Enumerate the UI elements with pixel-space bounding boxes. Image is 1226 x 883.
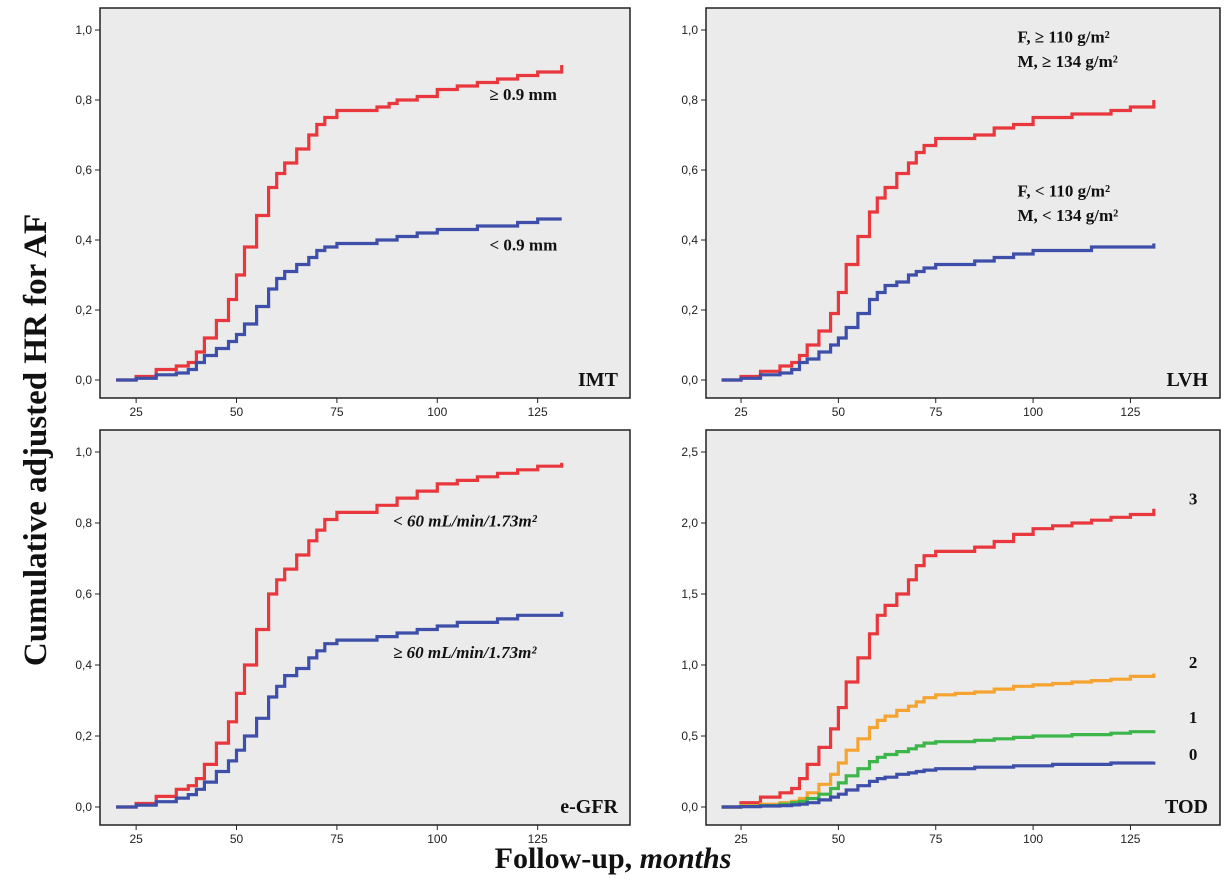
- series-line-red: [721, 508, 1156, 809]
- plot-area: [705, 429, 1221, 826]
- y-tick-label: 2,0: [681, 516, 698, 530]
- global-y-axis-label: Cumulative adjusted HR for AF: [18, 214, 54, 666]
- y-tick-label: 1,0: [681, 658, 698, 672]
- series-line-red: [721, 100, 1156, 382]
- chart-panel-imt: 0,0 0,2 0,4 0,6 0,8 1,0 25 50 75 100 125 ≥ 0.9 mm < …: [75, 7, 631, 419]
- y-tick-label: 2,5: [681, 445, 698, 459]
- x-tick-label: 50: [230, 832, 244, 846]
- series-annotation: M, ≥ 134 g/m²: [1018, 52, 1118, 71]
- x-tick-label: 75: [330, 405, 344, 419]
- panel-label: TOD: [1165, 796, 1208, 818]
- y-tick-label: 0,0: [75, 800, 92, 814]
- panel-label: LVH: [1166, 369, 1208, 391]
- x-tick-label: 25: [734, 405, 748, 419]
- x-tick-label: 125: [1120, 832, 1140, 846]
- series-annotation: 2: [1189, 653, 1198, 672]
- y-tick-label: 0,4: [75, 658, 92, 672]
- series-annotation: < 60 mL/min/1.73m²: [393, 512, 538, 531]
- series-annotation: 1: [1189, 708, 1198, 727]
- y-tick-label: 0,4: [681, 233, 698, 247]
- y-tick-label: 1,0: [681, 23, 698, 37]
- series-line-red: [116, 462, 564, 809]
- x-tick-label: 50: [832, 405, 846, 419]
- y-tick-label: 0,6: [75, 163, 92, 177]
- panel-label: IMT: [578, 369, 619, 391]
- x-tick-label: 25: [129, 405, 143, 419]
- series-line-blue: [116, 217, 562, 382]
- y-tick-label: 0,8: [75, 93, 92, 107]
- y-tick-label: 0,2: [681, 303, 698, 317]
- plot-area: [99, 429, 631, 826]
- y-tick-label: 1,5: [681, 587, 698, 601]
- x-tick-label: 25: [129, 832, 143, 846]
- series-annotation: F, ≥ 110 g/m²: [1018, 27, 1110, 46]
- series-annotation: 0: [1189, 745, 1198, 764]
- series-line-blue: [721, 761, 1156, 809]
- y-tick-label: 0,0: [75, 373, 92, 387]
- chart-panel-tod: 0,0 0,5 1,0 1,5 2,0 2,5 25 50 75 100 125 3 2 1 0 TOD: [681, 429, 1221, 846]
- x-tick-label: 125: [528, 832, 548, 846]
- chart-panel-lvh: 0,0 0,2 0,4 0,6 0,8 1,0 25 50 75 100 125 F, ≥ 110 g…: [681, 7, 1221, 419]
- x-axis-unit: months: [639, 842, 732, 875]
- x-tick-label: 25: [734, 832, 748, 846]
- x-tick-label: 75: [929, 832, 943, 846]
- y-tick-label: 0,2: [75, 729, 92, 743]
- series-line-green: [721, 730, 1156, 809]
- y-tick-label: 1,0: [75, 445, 92, 459]
- series-annotation: F, < 110 g/m²: [1018, 181, 1111, 200]
- series-line-blue: [116, 611, 564, 809]
- y-tick-label: 0,8: [75, 516, 92, 530]
- y-axis-title: Cumulative adjusted HR for AF: [18, 214, 54, 666]
- y-tick-label: 0,6: [681, 163, 698, 177]
- plot-area: [99, 7, 631, 399]
- series-annotation: M, < 134 g/m²: [1018, 206, 1119, 225]
- series-line-blue: [721, 243, 1156, 382]
- x-tick-label: 100: [427, 832, 447, 846]
- series-annotation: 3: [1189, 490, 1198, 509]
- x-tick-label: 125: [1120, 405, 1140, 419]
- x-tick-label: 100: [1023, 832, 1043, 846]
- x-tick-label: 100: [1023, 405, 1043, 419]
- x-tick-label: 75: [330, 832, 344, 846]
- y-tick-label: 1,0: [75, 23, 92, 37]
- panel-label: e-GFR: [560, 796, 618, 818]
- x-tick-label: 75: [929, 405, 943, 419]
- x-tick-label: 50: [230, 405, 244, 419]
- series-annotation: ≥ 0.9 mm: [489, 85, 556, 104]
- series-annotation: < 0.9 mm: [489, 236, 557, 255]
- x-tick-label: 50: [832, 832, 846, 846]
- x-tick-label: 125: [528, 405, 548, 419]
- series-line-red: [116, 65, 564, 382]
- series-annotation: ≥ 60 mL/min/1.73m²: [393, 643, 537, 662]
- y-tick-label: 0,4: [75, 233, 92, 247]
- y-tick-label: 0,0: [681, 800, 698, 814]
- x-axis-title: Follow-up,: [494, 842, 640, 875]
- global-x-axis-label: Follow-up, months: [0, 842, 1226, 876]
- plot-area: [705, 7, 1221, 399]
- y-tick-label: 0,2: [75, 303, 92, 317]
- y-tick-label: 0,6: [75, 587, 92, 601]
- y-tick-label: 0,5: [681, 729, 698, 743]
- y-tick-label: 0,0: [681, 373, 698, 387]
- series-line-orange: [721, 673, 1156, 809]
- chart-panel-e-gfr: 0,0 0,2 0,4 0,6 0,8 1,0 25 50 75 100 125 < 60 mL/mi…: [75, 429, 631, 846]
- y-tick-label: 0,8: [681, 93, 698, 107]
- x-tick-label: 100: [427, 405, 447, 419]
